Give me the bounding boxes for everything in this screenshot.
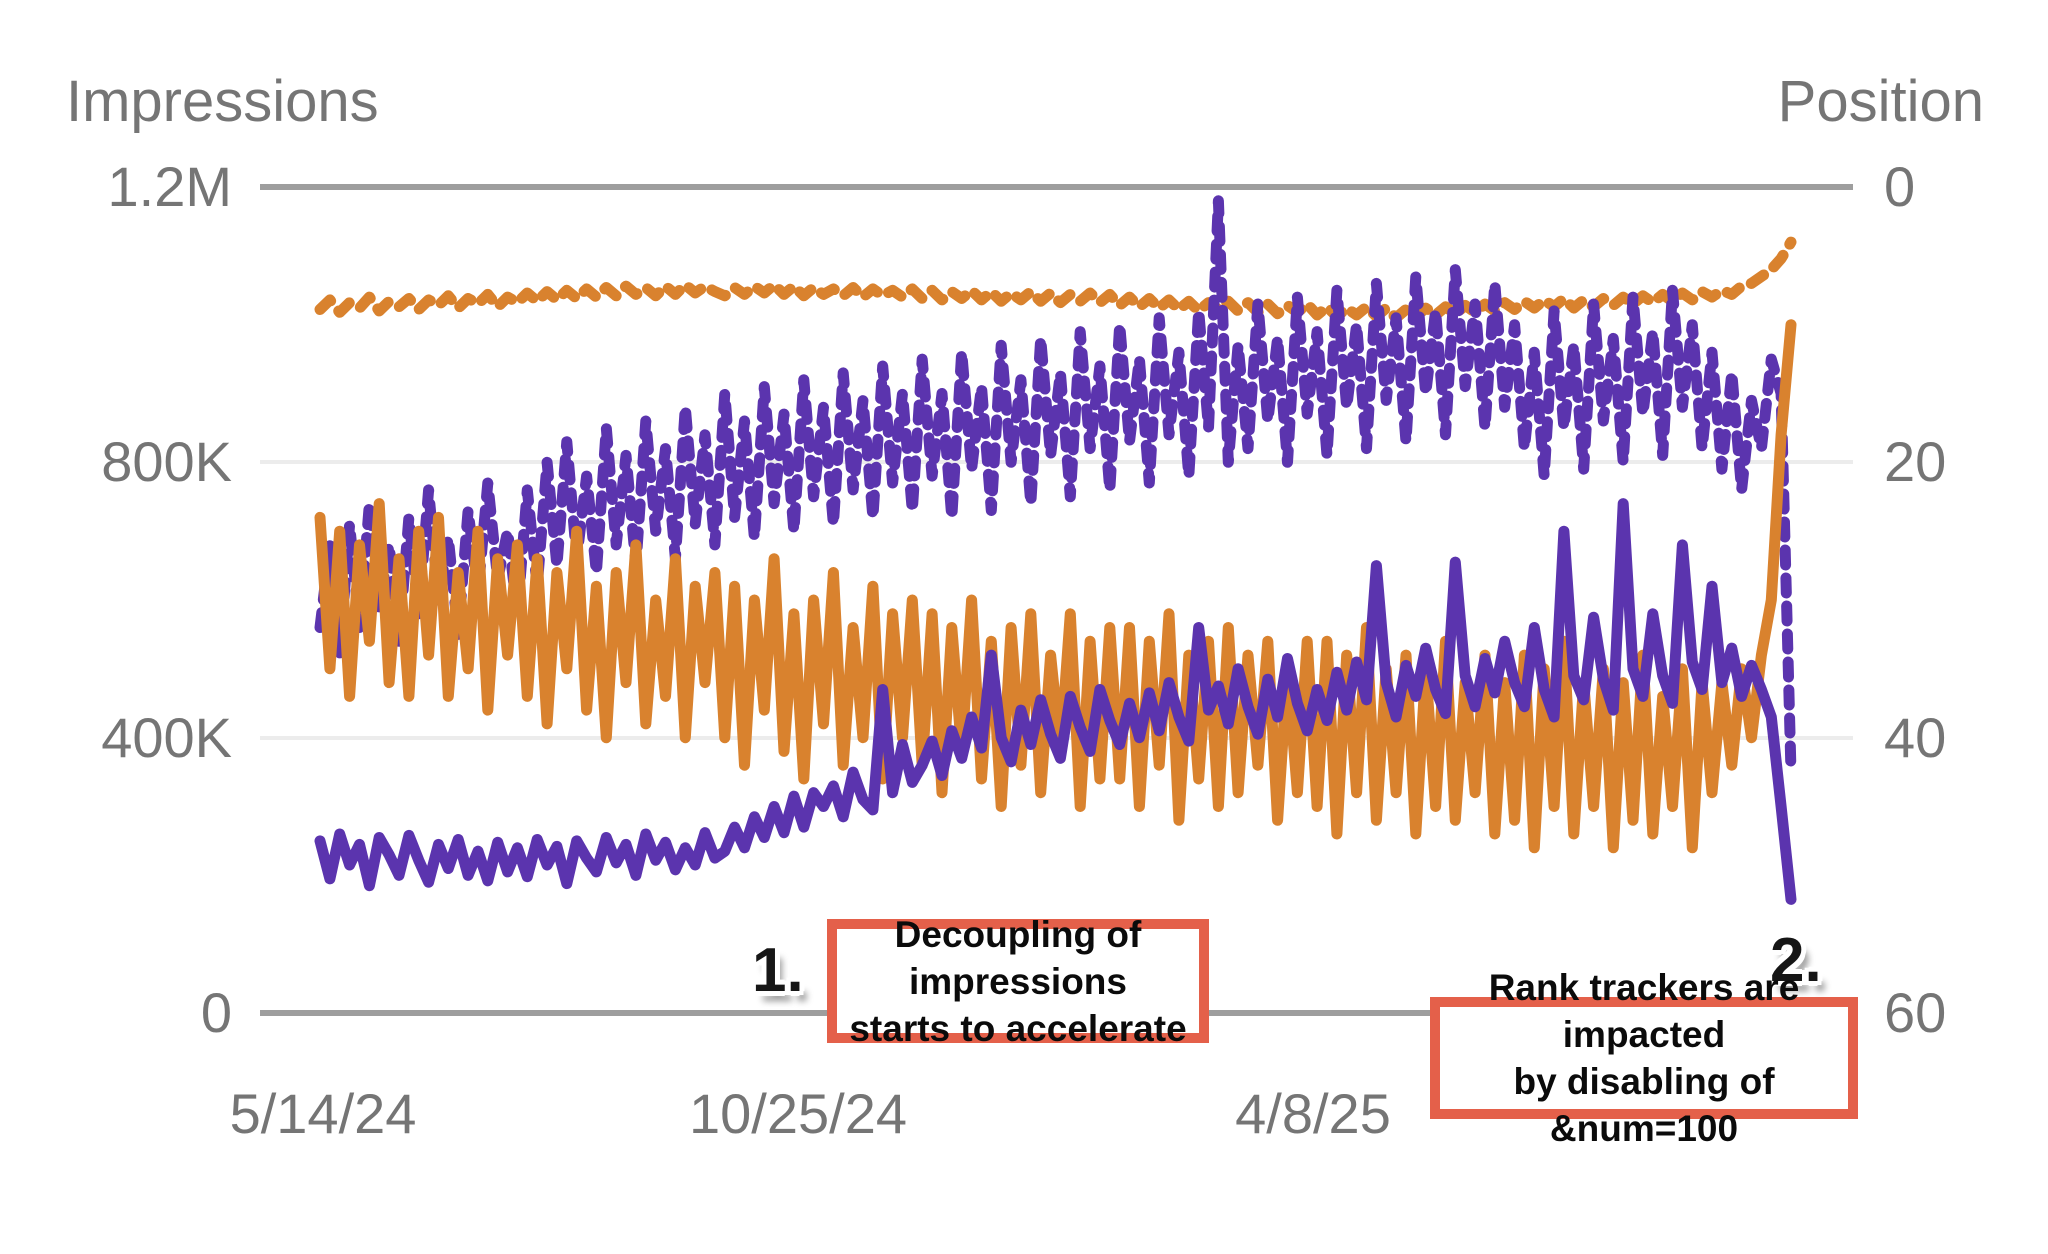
annotation-2-marker: 2. xyxy=(1770,926,1822,995)
y-right-tick-0: 0 xyxy=(1884,155,1916,218)
x-tick-5-14-24: 5/14/24 xyxy=(229,1082,417,1145)
y-left-tick-0: 0 xyxy=(200,981,232,1044)
annotation-2-line-2: by disabling of &num=100 xyxy=(1513,1061,1775,1149)
x-tick-10-25-24: 10/25/24 xyxy=(689,1082,907,1145)
right-axis-title: Position xyxy=(1777,69,1984,134)
y-left-tick-1200k: 1.2M xyxy=(107,155,233,218)
annotation-1-line-1: Decoupling of impressions xyxy=(894,913,1142,1002)
y-left-tick-400k: 400K xyxy=(101,706,232,769)
annotation-2-box: Rank trackers are impacted by disabling … xyxy=(1430,967,1858,1149)
annotation-1-line-2: starts to accelerate xyxy=(849,1007,1187,1049)
y-right-tick-40: 40 xyxy=(1884,706,1947,769)
y-left-tick-800k: 800K xyxy=(101,430,232,493)
x-tick-4-8-25: 4/8/25 xyxy=(1235,1082,1391,1145)
series-impressions-dashed xyxy=(314,195,1797,778)
annotation-1-marker: 1. xyxy=(752,936,804,1005)
annotation-1-box: Decoupling of impressions starts to acce… xyxy=(827,914,1209,1049)
series-position-dashed xyxy=(314,236,1797,324)
y-right-tick-60: 60 xyxy=(1884,981,1947,1044)
series-impressions-solid xyxy=(314,498,1797,905)
left-axis-title: Impressions xyxy=(66,69,379,134)
y-right-tick-20: 20 xyxy=(1884,430,1947,493)
annotation-2-line-1: Rank trackers are impacted xyxy=(1488,967,1800,1055)
